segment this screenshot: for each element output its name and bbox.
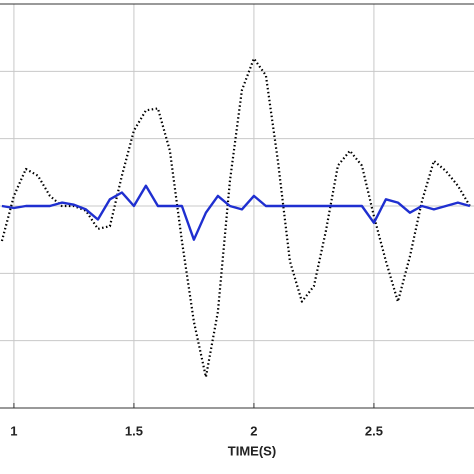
x-axis-label: TIME(S) <box>228 443 276 458</box>
series-line <box>1 184 471 241</box>
x-tick-label: 1.5 <box>125 423 143 438</box>
series-line <box>0 57 471 379</box>
x-tick-label: 2.5 <box>365 423 383 438</box>
x-tick-label: 2 <box>250 423 257 438</box>
x-tick-label: 1 <box>10 423 17 438</box>
